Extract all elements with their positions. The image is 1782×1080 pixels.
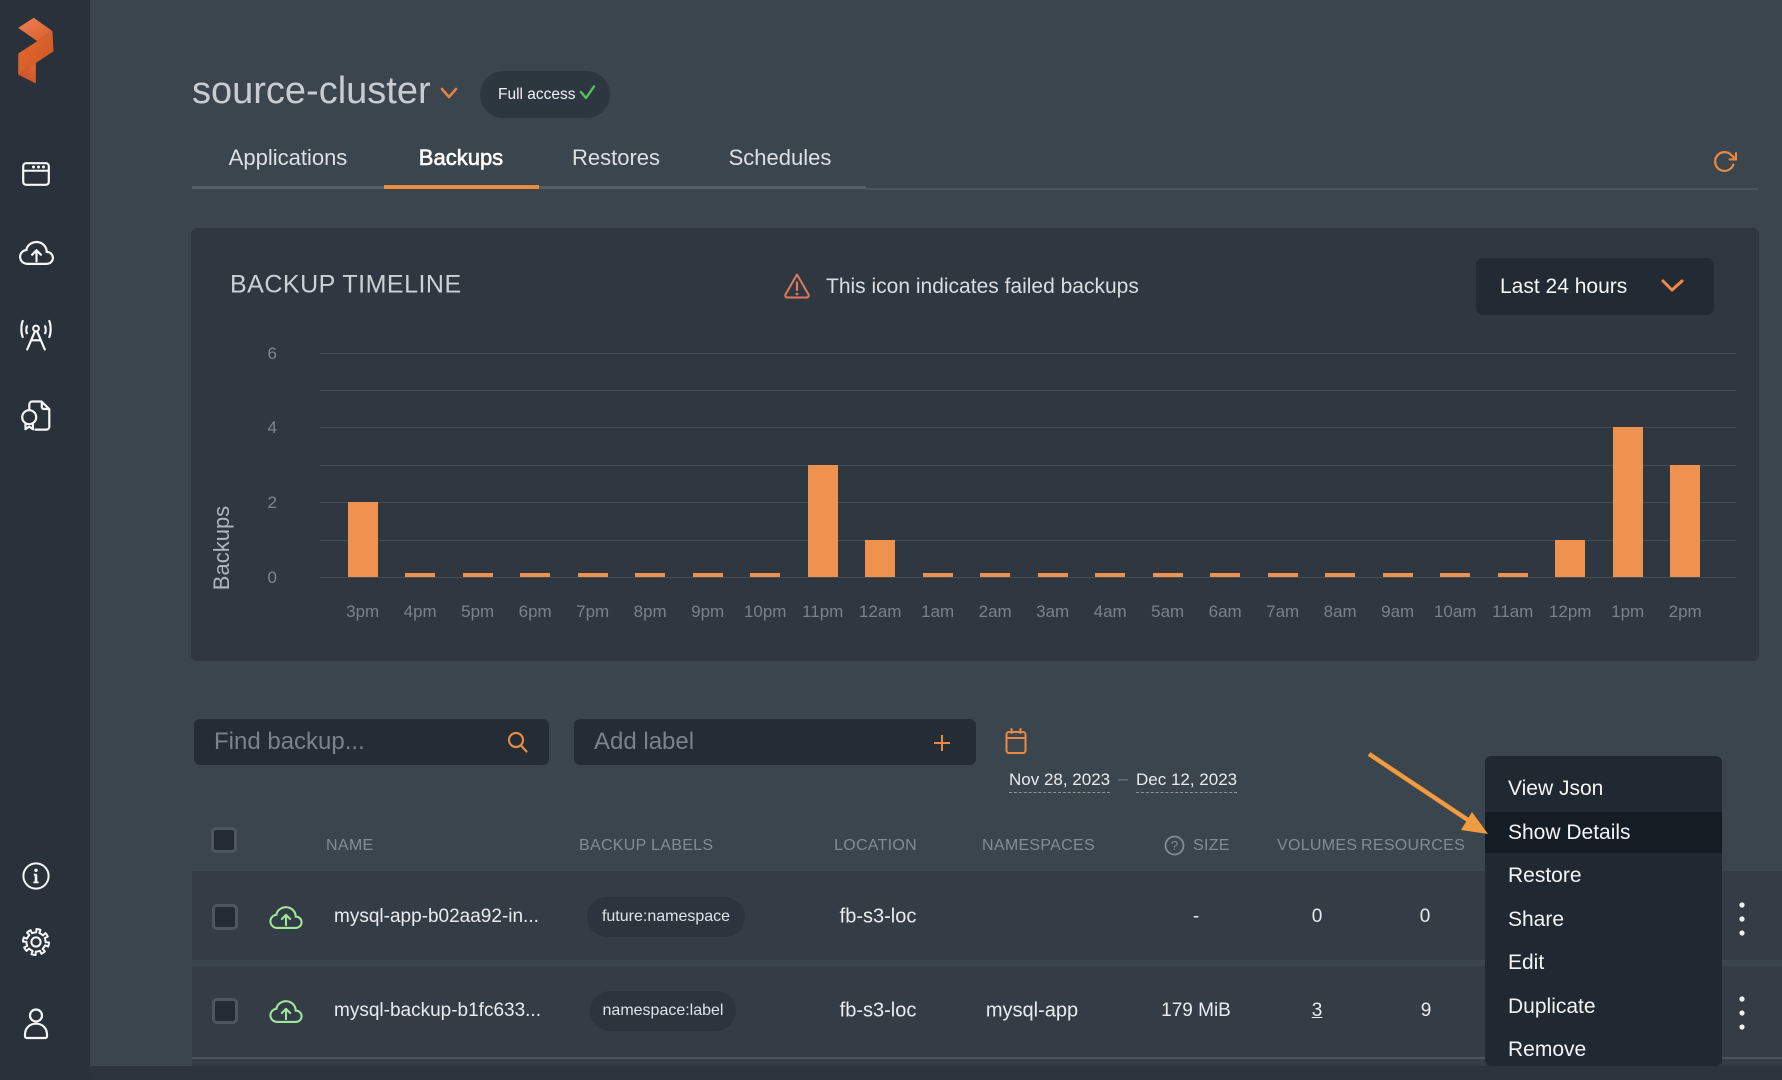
svg-text:?: ? [1171, 838, 1178, 853]
